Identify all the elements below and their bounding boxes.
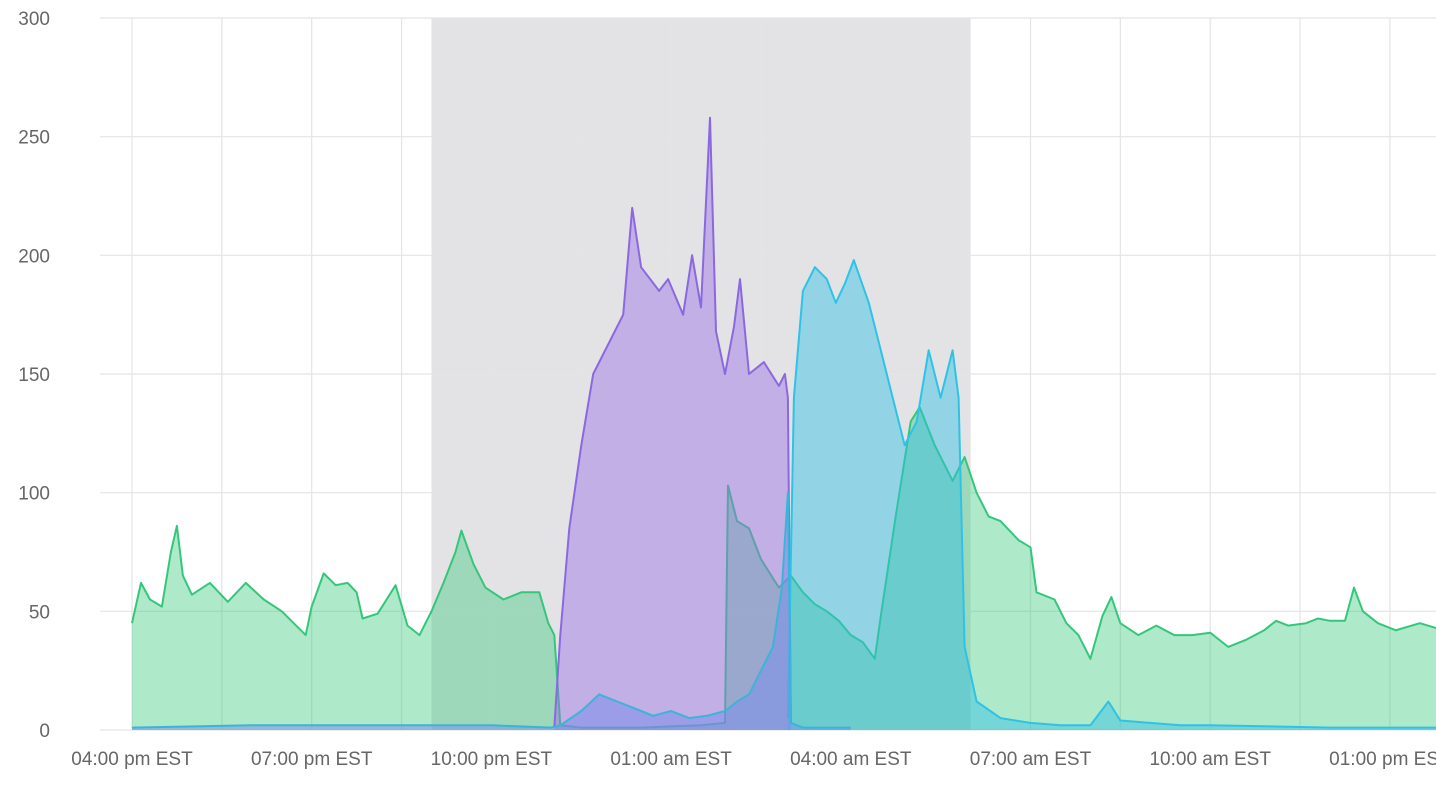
series-1-line [553, 116, 792, 728]
x-axis: 04:00 pm EST 07:00 pm EST 10:00 pm EST 01:0… [71, 749, 1436, 770]
series-2-area [787, 260, 1436, 730]
series-1-area [554, 117, 791, 730]
series-0-area [132, 407, 1436, 730]
y-tick-label: 200 [18, 246, 50, 267]
x-tick-label: 04:00 am EST [790, 749, 912, 770]
x-tick-label: 01:00 am EST [610, 749, 732, 770]
x-tick-label: 01:00 pm EST [1329, 749, 1436, 770]
x-tick-label: 07:00 am EST [970, 749, 1092, 770]
y-tick-label: 100 [18, 484, 50, 505]
x-tick-label: 10:00 am EST [1149, 749, 1271, 770]
series-0-line [131, 406, 1436, 729]
x-tick-label: 10:00 pm EST [431, 749, 553, 770]
series-2-line [786, 259, 1436, 729]
y-axis: 0 50 100 150 200 250 300 [18, 9, 50, 742]
grid-layer [100, 17, 1436, 731]
series-layer [131, 116, 1436, 730]
y-tick-label: 0 [39, 721, 50, 742]
x-tick-label: 04:00 pm EST [71, 749, 193, 770]
series-3-area [132, 492, 851, 730]
y-tick-label: 300 [18, 9, 50, 30]
y-tick-label: 50 [29, 602, 50, 623]
y-tick-label: 250 [18, 128, 50, 149]
y-tick-label: 150 [18, 365, 50, 386]
series-3-line [131, 491, 851, 729]
x-tick-label: 07:00 pm EST [251, 749, 373, 770]
